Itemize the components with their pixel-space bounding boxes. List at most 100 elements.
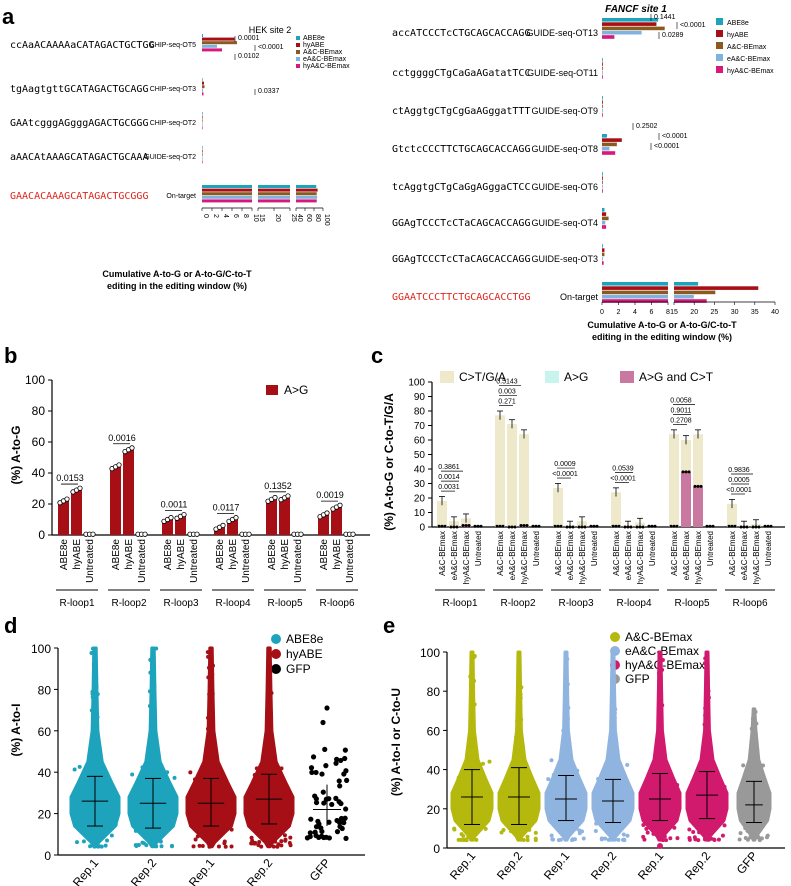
fancf-pval-2: 0.0289 (662, 32, 684, 39)
panel-d-group-3-pt-58 (289, 843, 293, 847)
panel-d-group-3-pt-21 (270, 752, 274, 756)
panel-e-group-3-pt-4 (618, 796, 622, 800)
panel-e-xlabel-0: Rep.1 (447, 849, 479, 883)
fancf-bar-7-0-b (674, 282, 698, 286)
panel-c-dot-3-0-1 (615, 525, 618, 528)
fancf-bar-0-1 (602, 22, 656, 26)
fancf-tick-label-1: 2 (617, 309, 621, 316)
panel-c-dot-2-0-1 (557, 525, 560, 528)
panel-c-pval-5-1: 0.0005 (728, 477, 750, 484)
panel-d-gfp-pt-54 (309, 770, 314, 775)
panel-d-group-1-pt-57 (170, 844, 174, 848)
panel-d-xlabel-0: Rep.1 (70, 856, 102, 886)
hek-bar-0-1 (202, 38, 235, 41)
panel-e-group-5-pt-30 (703, 722, 707, 726)
panel-e-group-5-pt-39 (705, 677, 709, 681)
panel-e-group-2-pt-45 (575, 769, 579, 773)
fancf-bar-4-0 (602, 172, 603, 176)
panel-b-dot-2-0-2 (169, 515, 173, 519)
panel-d-group-1-pt-34 (148, 658, 152, 662)
panel-b-dot-1-0-2 (117, 463, 121, 467)
panel-e-group-6-pt-29 (750, 727, 754, 731)
panel-c-dot-0-2-1 (465, 524, 468, 527)
panel-c-bar-label-1-1: eA&C-BEmax (508, 531, 517, 580)
panel-b-group-label-5: R-loop6 (319, 598, 354, 609)
panel-e-ytick-label-3: 60 (427, 724, 441, 738)
panel-e-group-0-pt-36 (477, 803, 481, 807)
hek-tick-label-2: 4 (222, 214, 229, 218)
panel-e-group-4-pt-31 (670, 786, 674, 790)
panel-d-gfp-pt-44 (327, 835, 332, 840)
fancf-bar-5-0 (602, 208, 604, 212)
panel-c-dot-2-0-0 (554, 525, 557, 528)
panel-d-group-2-pt-18 (206, 727, 210, 731)
hek-bar-0-0 (202, 34, 203, 37)
fancf-pval-0: 0.1441 (654, 14, 676, 21)
panel-d-group-1-pt-26 (154, 844, 158, 848)
hek-bar-4-3-1 (258, 196, 290, 199)
panel-e-legend-label-0: A&C-BEmax (625, 630, 692, 644)
panel-d-group-1-pt-1 (148, 738, 152, 742)
fancf-legend-swatch-0 (716, 18, 723, 25)
panel-b-dot-1-2-2 (143, 532, 147, 536)
panel-d-ytick-label-0: 0 (44, 849, 51, 863)
fancf-seq-7: GGAATCCCTTCTGCAGCACCTGG (392, 292, 530, 303)
panel-d-group-1-pt-16 (152, 675, 156, 679)
panel-c-pval-4-1: 0.9011 (671, 407, 692, 414)
panel-e-group-5-pt-43 (687, 836, 691, 840)
hek-pval-1: <0.0001 (258, 44, 284, 51)
panel-c-pval-1-1: 0.003 (498, 389, 516, 396)
panel-c-dot-2-3-0 (590, 525, 593, 528)
panel-e-group-1-pt-29 (520, 747, 524, 751)
panel-e-group-6-pt-35 (761, 763, 765, 767)
panel-d-ytick-label-2: 40 (38, 766, 52, 780)
panel-e-legend-label-3: GFP (625, 672, 650, 686)
panel-d-group-2-pt-8 (211, 829, 215, 833)
panel-d-group-3-pt-52 (274, 794, 278, 798)
panel-e-xlabel-6: GFP (734, 849, 761, 877)
hek-row-label-4: On-target (166, 193, 196, 200)
panel-d-group-1-pt-6 (153, 837, 157, 841)
panel-d-gfp-pt-47 (343, 806, 348, 811)
panel-c-bar-label-4-1: eA&C-BEmax (682, 531, 691, 580)
panel-e-group-6-pt-39 (747, 786, 751, 790)
panel-e-group-1-pt-35 (517, 662, 521, 666)
panel-e-xlabel-5: Rep.2 (682, 849, 714, 883)
panel-c-dot-3-2-1 (639, 526, 642, 529)
panel-c-dot-5-3-0 (764, 525, 767, 528)
panel-d-group-0-pt-42 (92, 839, 96, 843)
panel-d-group-1-pt-28 (171, 802, 175, 806)
panel-d-group-0-pt-58 (75, 840, 79, 844)
panel-e-group-2-pt-27 (563, 727, 567, 731)
panel-e-group-3-pt-21 (596, 777, 600, 781)
panel-e-group-4-pt-15 (664, 838, 668, 842)
hek-tick-label-0: 0 (202, 214, 209, 218)
panel-d-group-0-pt-8 (73, 768, 77, 772)
panel-d-group-0-pt-52 (95, 712, 99, 716)
panel-e-group-6-pt-45 (743, 826, 747, 830)
panel-c-dot-3-3-1 (651, 525, 654, 528)
hek-bar-4-4-2 (296, 199, 317, 202)
fancf-row-label-7: On-target (560, 292, 599, 302)
panel-e-group-5-pt-5 (707, 752, 711, 756)
panel-d-group-1-pt-0 (148, 781, 152, 785)
panel-c-legend-swatch-2 (620, 371, 634, 383)
panel-e-group-3-pt-9 (614, 827, 618, 831)
fancf-bar-7-3-a (602, 295, 668, 299)
panel-e-group-3-pt-5 (622, 832, 626, 836)
panel-e-group-3-pt-29 (621, 838, 625, 842)
panel-c-dot-2-2-2 (584, 526, 587, 529)
panel-e-group-4-pt-18 (660, 703, 664, 707)
panel-c-bar-overlay-4-1 (681, 472, 691, 527)
hek-tick-label-6: 15 (258, 214, 265, 222)
panel-c-bar-label-5-1: eA&C-BEmax (740, 531, 749, 580)
fancf-tick-label-2: 4 (633, 309, 637, 316)
panel-c-dot-0-1-0 (450, 526, 453, 529)
hek-bar-4-4-0 (202, 199, 252, 202)
panel-e-group-3-pt-3 (611, 748, 615, 752)
panel-d-gfp-pt-42 (305, 835, 310, 840)
fancf-bar-6-1 (602, 248, 604, 252)
hek-bar-2-1 (202, 116, 203, 119)
panel-e-group-0-pt-26 (452, 828, 456, 832)
fancf-bar-5-2 (602, 217, 609, 221)
